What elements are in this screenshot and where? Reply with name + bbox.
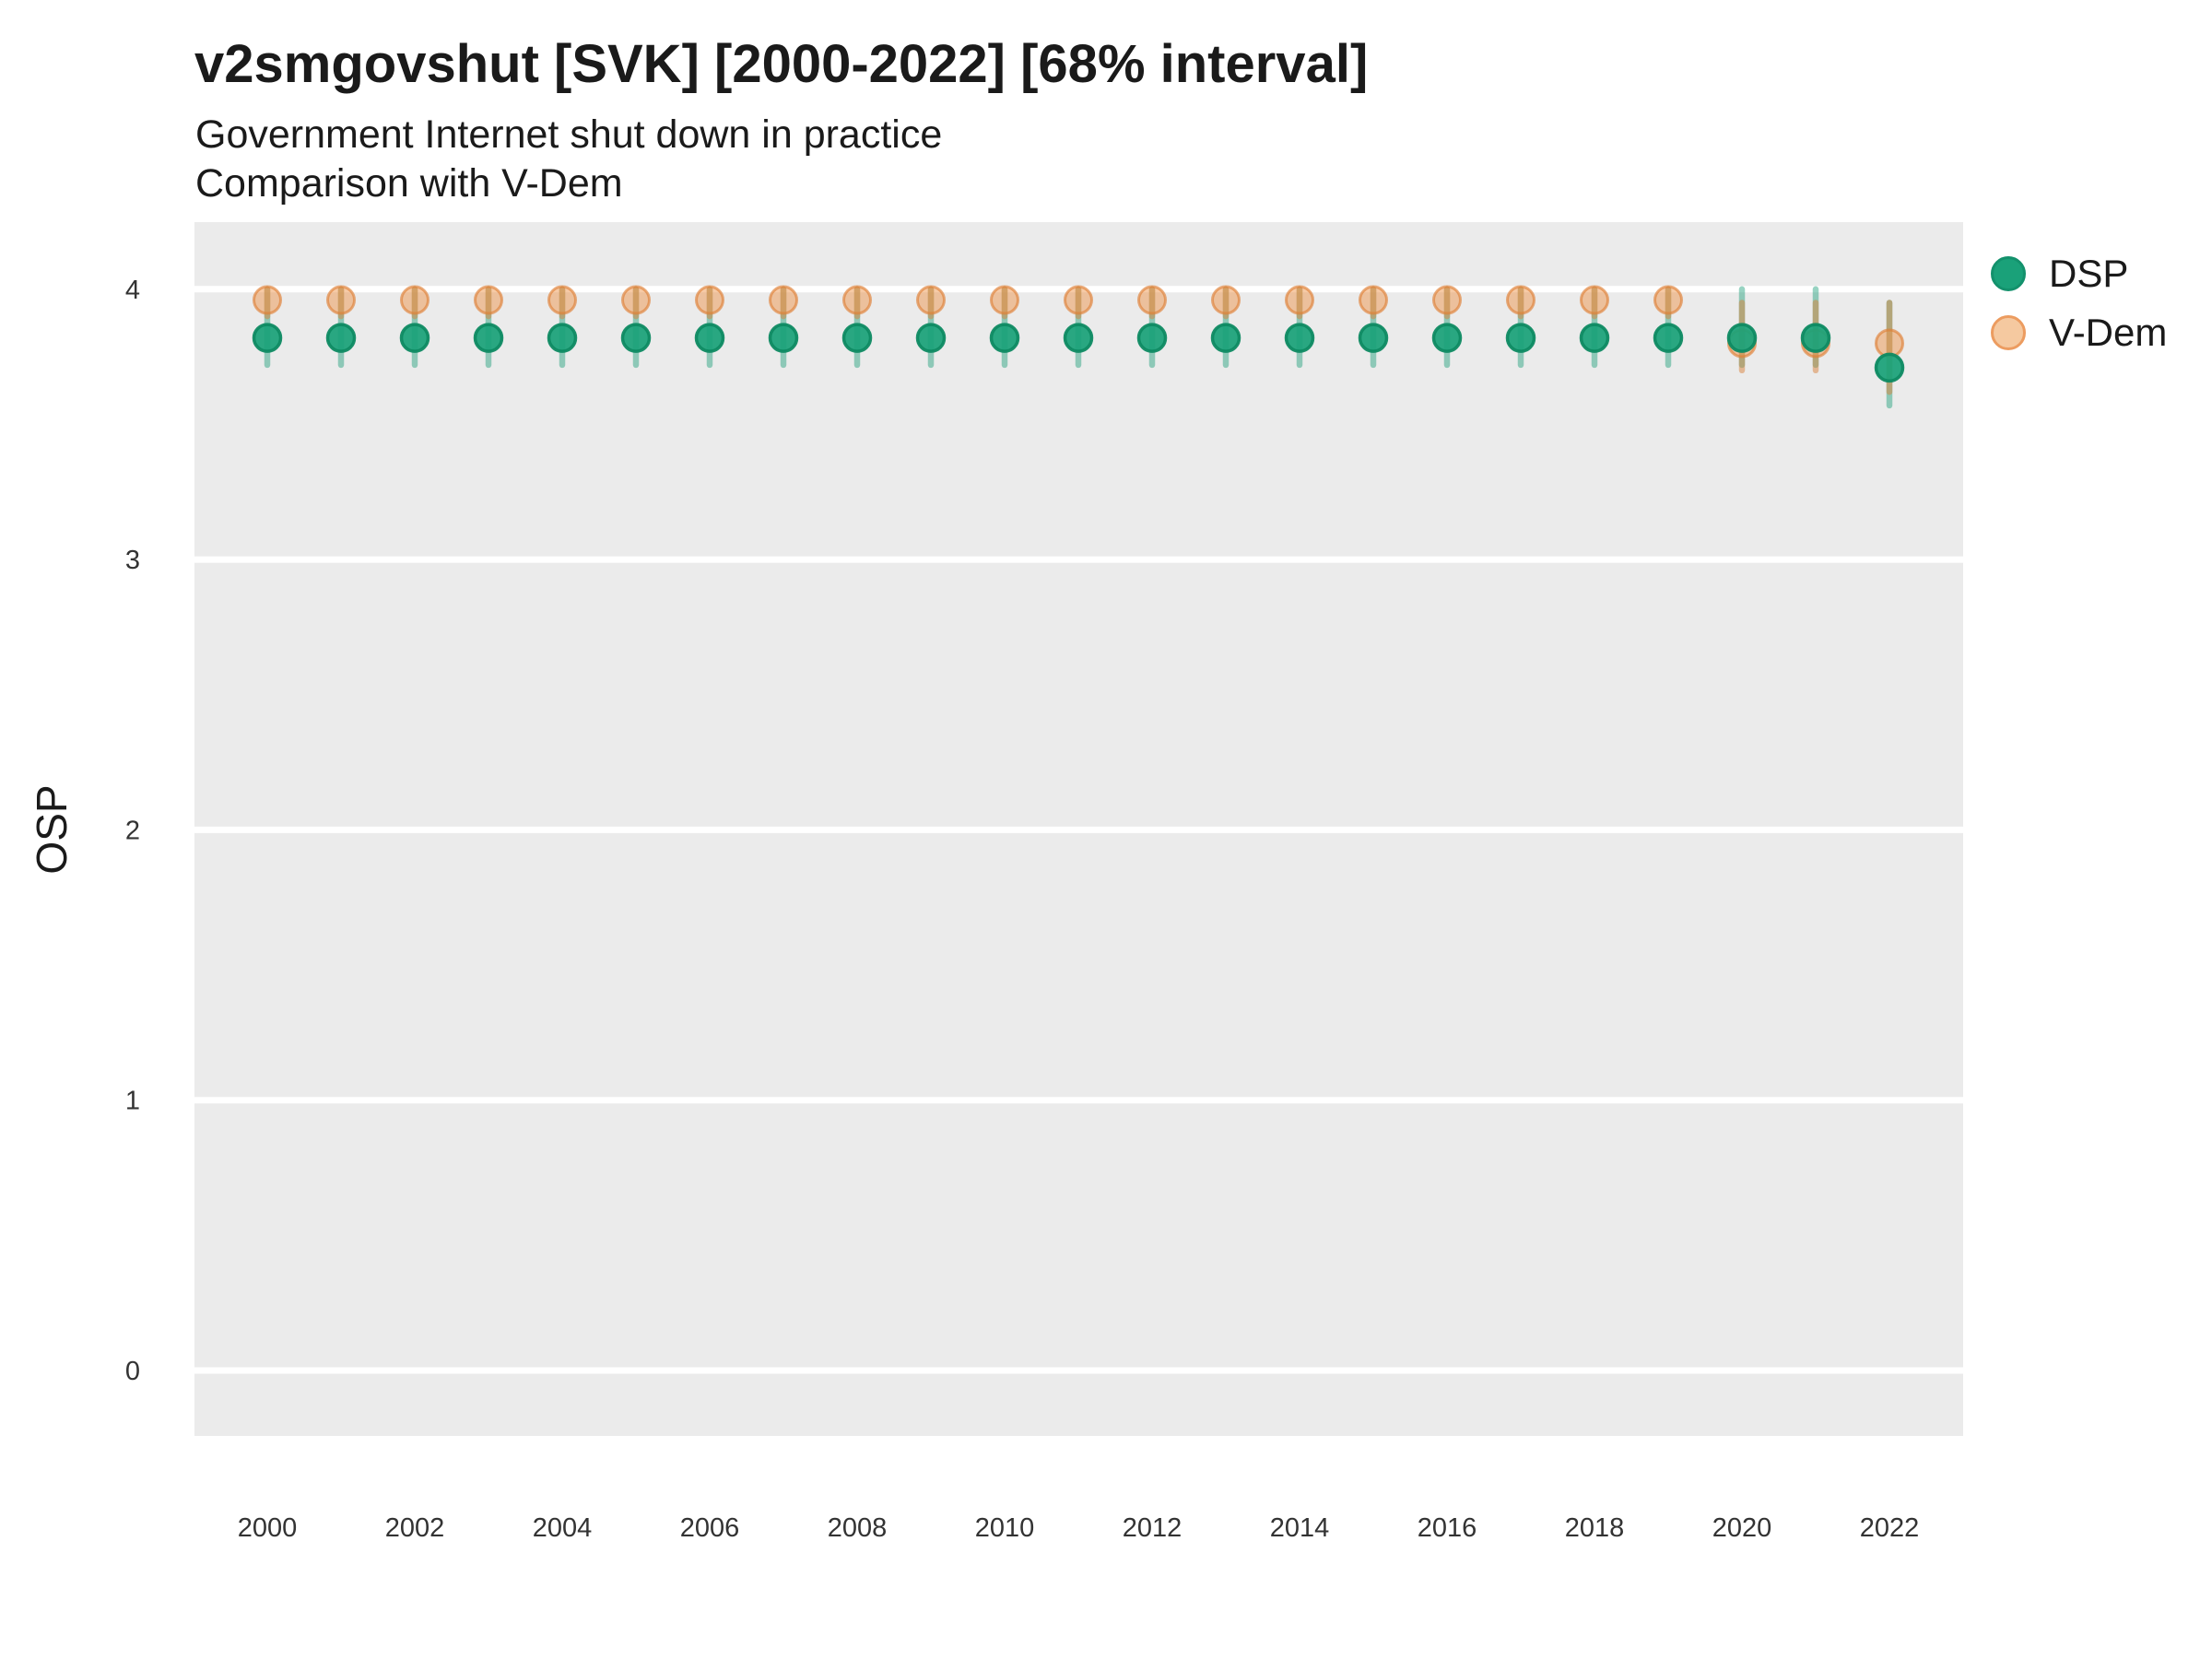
dsp-point bbox=[841, 323, 873, 353]
dsp-point bbox=[915, 323, 947, 353]
vdem-point bbox=[326, 285, 356, 315]
vdem-point bbox=[1064, 285, 1093, 315]
dsp-swatch-icon bbox=[1991, 256, 2026, 291]
vdem-point bbox=[1506, 285, 1535, 315]
dsp-point bbox=[252, 323, 283, 353]
vdem-point bbox=[253, 285, 282, 315]
y-tick-label-0: 0 bbox=[125, 1357, 140, 1386]
x-tick-label-2010: 2010 bbox=[975, 1513, 1035, 1543]
vdem-point bbox=[1653, 285, 1683, 315]
x-tick-label-2014: 2014 bbox=[1270, 1513, 1330, 1543]
dsp-point bbox=[1800, 323, 1831, 353]
vdem-point bbox=[400, 285, 429, 315]
vdem-point bbox=[621, 285, 651, 315]
vdem-point bbox=[1211, 285, 1241, 315]
plot-comparison-note: Comparison with V-Dem bbox=[195, 161, 623, 206]
vdem-point bbox=[1432, 285, 1462, 315]
legend-item-dsp: DSP bbox=[1991, 252, 2167, 296]
dsp-point bbox=[473, 323, 504, 353]
dsp-point bbox=[1653, 323, 1684, 353]
vdem-swatch-icon bbox=[1991, 315, 2026, 350]
page-title: v2smgovshut [SVK] [2000-2022] [68% inter… bbox=[194, 34, 1369, 94]
y-tick-label-1: 1 bbox=[125, 1087, 140, 1116]
dsp-point bbox=[1063, 323, 1094, 353]
y-tick-label-2: 2 bbox=[125, 816, 140, 845]
dsp-point bbox=[1358, 323, 1389, 353]
vdem-point bbox=[1285, 285, 1314, 315]
legend-label-vdem: V-Dem bbox=[2049, 311, 2168, 354]
x-tick-label-2020: 2020 bbox=[1712, 1513, 1772, 1543]
dsp-point bbox=[768, 323, 799, 353]
vdem-point bbox=[1580, 285, 1609, 315]
dsp-point bbox=[1505, 323, 1536, 353]
vdem-point bbox=[547, 285, 577, 315]
dsp-point bbox=[1136, 323, 1168, 353]
dsp-point bbox=[1284, 323, 1315, 353]
legend: DSP V-Dem bbox=[1991, 252, 2167, 355]
dsp-point bbox=[989, 323, 1020, 353]
dsp-point bbox=[1874, 352, 1905, 383]
dsp-point bbox=[1726, 323, 1758, 353]
y-tick-label-3: 3 bbox=[125, 546, 140, 575]
x-tick-label-2004: 2004 bbox=[533, 1513, 593, 1543]
plot-subtitle: Government Internet shut down in practic… bbox=[195, 112, 943, 157]
vdem-point bbox=[990, 285, 1019, 315]
legend-label-dsp: DSP bbox=[2049, 252, 2129, 295]
y-tick-label-4: 4 bbox=[125, 276, 140, 305]
dsp-point bbox=[1210, 323, 1241, 353]
x-tick-label-2018: 2018 bbox=[1565, 1513, 1625, 1543]
vdem-point bbox=[1137, 285, 1167, 315]
x-tick-label-2012: 2012 bbox=[1123, 1513, 1182, 1543]
vdem-point bbox=[474, 285, 503, 315]
legend-item-vdem: V-Dem bbox=[1991, 311, 2167, 355]
dsp-point bbox=[620, 323, 652, 353]
vdem-point bbox=[916, 285, 946, 315]
dsp-point bbox=[325, 323, 357, 353]
dsp-point bbox=[399, 323, 430, 353]
x-tick-label-2016: 2016 bbox=[1418, 1513, 1477, 1543]
x-tick-label-2000: 2000 bbox=[238, 1513, 298, 1543]
dsp-point bbox=[547, 323, 578, 353]
vdem-point bbox=[842, 285, 872, 315]
vdem-point bbox=[769, 285, 798, 315]
vdem-point bbox=[1359, 285, 1388, 315]
x-tick-label-2006: 2006 bbox=[680, 1513, 740, 1543]
x-tick-label-2022: 2022 bbox=[1860, 1513, 1920, 1543]
dsp-point bbox=[1431, 323, 1463, 353]
dsp-point bbox=[1579, 323, 1610, 353]
dsp-point bbox=[694, 323, 725, 353]
vdem-point bbox=[695, 285, 724, 315]
x-tick-label-2002: 2002 bbox=[385, 1513, 445, 1543]
x-tick-label-2008: 2008 bbox=[828, 1513, 888, 1543]
